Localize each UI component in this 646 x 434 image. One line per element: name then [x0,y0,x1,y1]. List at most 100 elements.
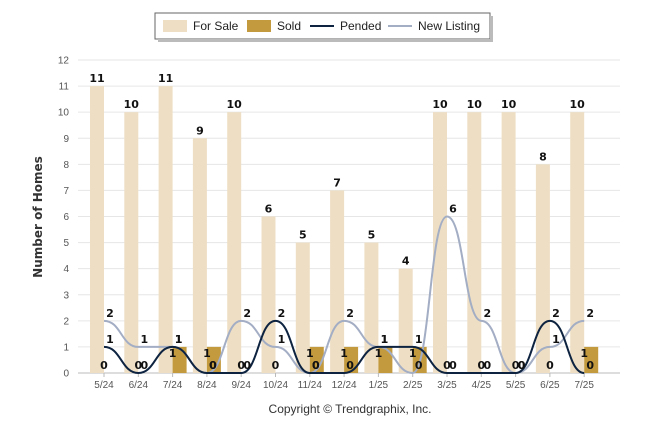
data-label-new-listing-4/25: 2 [483,307,491,320]
data-label-new-listing-11/24: 0 [312,359,320,372]
data-label-sold-5/25: 0 [512,359,520,372]
bar-for-sale-1/25 [364,242,379,373]
data-label-for-sale-3/25: 10 [432,98,448,111]
data-label-new-listing-7/24: 1 [175,333,183,346]
bar-sold-7/25 [584,346,599,373]
data-label-pended-2/25: 1 [415,333,423,346]
bar-for-sale-12/24 [330,190,345,373]
data-label-pended-6/25: 2 [552,307,560,320]
data-label-for-sale-10/24: 6 [265,203,273,216]
data-label-pended-9/24: 0 [243,359,251,372]
data-label-for-sale-12/24: 7 [333,176,341,189]
data-label-sold-6/24: 0 [134,359,142,372]
data-label-pended-4/25: 0 [483,359,491,372]
data-label-for-sale-5/24: 11 [89,72,104,85]
legend-label-pended: Pended [340,19,381,33]
data-label-new-listing-5/25: 0 [518,359,526,372]
data-label-pended-10/24: 2 [278,307,286,320]
data-label-for-sale-4/25: 10 [467,98,483,111]
bar-for-sale-6/24 [124,112,139,374]
bars [90,86,599,374]
data-label-new-listing-5/24: 2 [106,307,114,320]
legend-swatch-for-sale [163,20,187,32]
data-label-pended-7/24: 1 [175,333,183,346]
y-tick-label-1: 1 [63,342,69,353]
data-label-sold-9/24: 0 [237,359,245,372]
data-label-sold-4/25: 0 [477,359,485,372]
line-pended [103,319,585,375]
data-label-for-sale-6/24: 10 [124,98,140,111]
x-tick-label-11/24: 11/24 [298,380,323,391]
bar-for-sale-8/24 [192,138,207,373]
data-label-sold-1/25: 1 [375,347,383,360]
data-label-new-listing-12/24: 2 [346,307,354,320]
data-label-for-sale-11/24: 5 [299,229,307,242]
x-tick-label-3/25: 3/25 [437,380,457,391]
bar-for-sale-3/25 [433,112,447,374]
y-tick-label-5: 5 [63,238,69,249]
y-tick-label-2: 2 [63,316,69,327]
bar-for-sale-5/25 [501,112,516,374]
y-tick-label-6: 6 [63,212,69,223]
bar-for-sale-6/25 [535,164,550,373]
legend-label-sold: Sold [277,19,301,33]
bar-for-sale-10/24 [261,216,276,373]
data-label-sold-5/24: 0 [100,359,108,372]
y-tick-label-9: 9 [63,134,69,145]
legend-shadow [490,16,493,42]
data-label-new-listing-6/24: 1 [140,333,148,346]
data-label-pended-5/24: 1 [106,333,114,346]
x-tick-label-6/24: 6/24 [129,380,149,391]
data-label-sold-3/25: 0 [443,359,451,372]
data-label-sold-7/25: 1 [580,347,588,360]
data-label-new-listing-7/25: 2 [586,307,594,320]
data-label-new-listing-10/24: 1 [278,333,286,346]
data-label-pended-3/25: 0 [449,359,457,372]
data-label-pended-7/25: 0 [586,359,594,372]
x-tick-label-7/24: 7/24 [163,380,183,391]
bar-for-sale-7/24 [158,86,173,373]
data-label-for-sale-7/25: 10 [570,98,586,111]
x-tick-label-6/25: 6/25 [540,380,560,391]
data-label-new-listing-2/25: 0 [415,359,423,372]
y-tick-label-12: 12 [58,56,70,67]
bar-sold-7/24 [172,346,187,373]
data-label-sold-7/24: 1 [169,347,177,360]
data-label-new-listing-3/25: 6 [449,203,457,216]
bar-sold-8/24 [206,346,221,373]
x-tick-label-2/25: 2/25 [403,380,423,391]
data-label-sold-8/24: 1 [203,347,211,360]
data-label-pended-8/24: 0 [209,359,217,372]
legend-shadow-bottom [158,39,493,42]
legend-label-for-sale: For Sale [193,19,239,33]
y-axis-label: Number of Homes [31,156,45,278]
data-label-new-listing-6/25: 1 [552,333,560,346]
bar-for-sale-9/24 [227,112,242,374]
data-label-pended-6/24: 0 [140,359,148,372]
data-label-for-sale-8/24: 9 [196,124,204,137]
x-tick-label-5/25: 5/25 [506,380,526,391]
x-tick-label-1/25: 1/25 [369,380,389,391]
data-label-for-sale-5/25: 10 [501,98,517,111]
bar-sold-1/25 [378,346,393,373]
data-label-for-sale-2/25: 4 [402,255,410,268]
data-label-pended-5/25: 0 [518,359,526,372]
data-label-new-listing-1/25: 1 [381,333,389,346]
bar-for-sale-4/25 [467,112,482,374]
y-tick-label-3: 3 [63,290,69,301]
legend-swatch-sold [247,20,271,32]
legend-label-new-listing: New Listing [418,19,480,33]
data-label-for-sale-9/24: 10 [227,98,243,111]
data-label-pended-12/24: 0 [346,359,354,372]
data-label-sold-11/24: 1 [306,347,314,360]
data-label-for-sale-1/25: 5 [368,229,376,242]
bar-sold-11/24 [309,346,324,373]
y-tick-label-10: 10 [58,108,70,119]
data-label-for-sale-6/25: 8 [539,150,547,163]
x-tick-label-5/24: 5/24 [94,380,114,391]
y-tick-label-0: 0 [63,369,69,380]
y-tick-label-11: 11 [59,82,70,93]
